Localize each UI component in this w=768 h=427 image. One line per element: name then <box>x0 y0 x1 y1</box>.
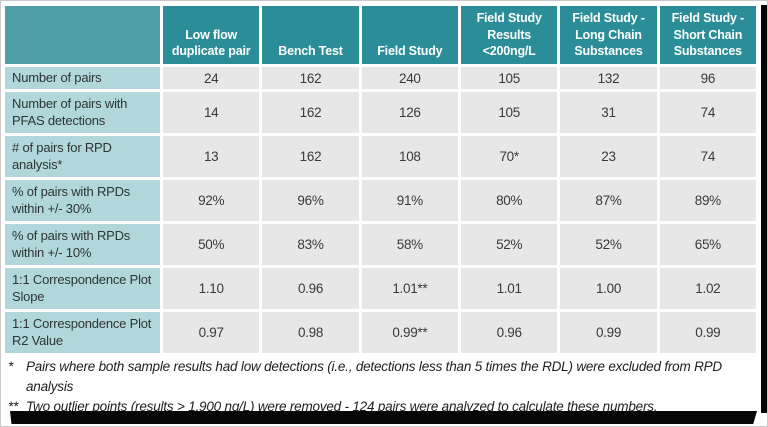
table-cell: 1.10 <box>163 268 260 309</box>
table-cell: 80% <box>461 180 558 221</box>
table-cell: 105 <box>461 67 558 89</box>
table-cell: 1.01 <box>461 268 558 309</box>
row-label: 1:1 Correspondence Plot R2 Value <box>5 312 160 353</box>
row-label: % of pairs with RPDs within +/- 10% <box>5 224 160 265</box>
table-cell: 96 <box>659 67 756 89</box>
table-cell: 89% <box>659 180 756 221</box>
table-cell: 50% <box>163 224 260 265</box>
column-header: Field Study - Long Chain Substances <box>560 6 657 64</box>
row-label: 1:1 Correspondence Plot Slope <box>5 268 160 309</box>
table-cell: 108 <box>361 136 458 177</box>
footnote-1: * Pairs where both sample results had lo… <box>8 357 756 397</box>
table-cell: 92% <box>163 180 260 221</box>
table-cell: 126 <box>361 92 458 133</box>
table-cell: 1.02 <box>659 268 756 309</box>
table-cell: 96% <box>262 180 359 221</box>
table-cell: 14 <box>163 92 260 133</box>
table-cell: 24 <box>163 67 260 89</box>
row-label: # of pairs for RPD analysis* <box>5 136 160 177</box>
table-cell: 162 <box>262 67 359 89</box>
table-cell: 87% <box>560 180 657 221</box>
table-cell: 0.97 <box>163 312 260 353</box>
table-cell: 52% <box>461 224 558 265</box>
table-cell: 105 <box>461 92 558 133</box>
column-header: Field Study Results <200ng/L <box>461 6 558 64</box>
column-header: Bench Test <box>262 6 359 64</box>
column-header: Field Study <box>361 6 458 64</box>
table-cell: 13 <box>163 136 260 177</box>
table-cell: 65% <box>659 224 756 265</box>
image-shadow-bottom <box>10 411 757 424</box>
table-cell: 91% <box>361 180 458 221</box>
footnote-2-text: Two outlier points (results > 1,900 ng/L… <box>26 399 658 414</box>
footnote-1-text: Pairs where both sample results had low … <box>26 359 722 394</box>
row-label: Number of pairs <box>5 67 160 89</box>
table-cell: 74 <box>659 136 756 177</box>
table-cell: 52% <box>560 224 657 265</box>
table-cell: 0.99 <box>560 312 657 353</box>
table-cell: 74 <box>659 92 756 133</box>
table-cell: 0.96 <box>262 268 359 309</box>
table-cell: 0.98 <box>262 312 359 353</box>
footnotes: * Pairs where both sample results had lo… <box>8 357 756 417</box>
footnote-1-marker: * <box>8 359 14 374</box>
table-cell: 0.96 <box>461 312 558 353</box>
table-cell: 23 <box>560 136 657 177</box>
image-shadow-right <box>761 5 767 413</box>
column-header: Field Study - Short Chain Substances <box>659 6 756 64</box>
table-cell: 1.00 <box>560 268 657 309</box>
column-header: Low flow duplicate pair <box>163 6 260 64</box>
table-cell: 1.01** <box>361 268 458 309</box>
table-cell: 70* <box>461 136 558 177</box>
corner-cell <box>5 6 160 64</box>
table-cell: 162 <box>262 136 359 177</box>
pfas-results-table: Low flow duplicate pair Bench Test Field S… <box>5 6 756 353</box>
table-cell: 83% <box>262 224 359 265</box>
row-label: % of pairs with RPDs within +/- 30% <box>5 180 160 221</box>
table-cell: 240 <box>361 67 458 89</box>
footnote-2-marker: ** <box>8 399 19 414</box>
footnote-2: ** Two outlier points (results > 1,900 n… <box>8 397 756 417</box>
table-cell: 0.99** <box>361 312 458 353</box>
row-label: Number of pairs with PFAS detections <box>5 92 160 133</box>
table-cell: 132 <box>560 67 657 89</box>
table-cell: 31 <box>560 92 657 133</box>
table-cell: 0.99 <box>659 312 756 353</box>
table-cell: 58% <box>361 224 458 265</box>
table-cell: 162 <box>262 92 359 133</box>
